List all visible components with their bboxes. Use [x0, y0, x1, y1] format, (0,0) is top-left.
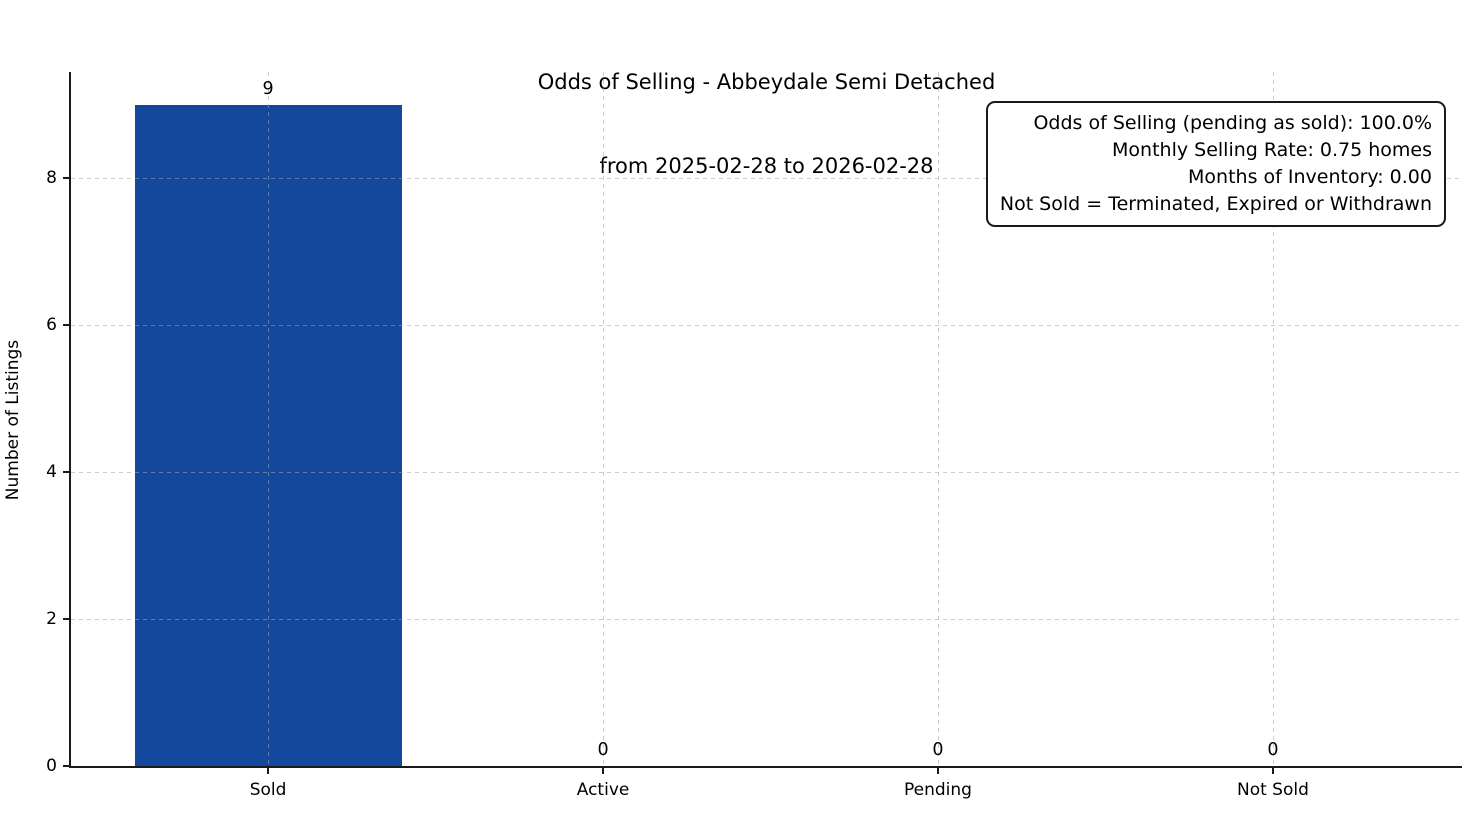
chart-title-line2: from 2025-02-28 to 2026-02-28 — [599, 154, 934, 178]
chart-title-line1: Odds of Selling - Abbeydale Semi Detache… — [537, 70, 996, 94]
gridline-horizontal — [71, 178, 1462, 180]
y-tick-label: 6 — [46, 315, 57, 336]
y-tick-label: 8 — [46, 168, 57, 189]
y-tick-label: 2 — [46, 609, 57, 630]
y-axis-spine — [69, 72, 71, 768]
x-tick-label-pending: Pending — [904, 780, 972, 800]
gridline-horizontal — [71, 325, 1462, 327]
y-tick-mark — [63, 765, 71, 767]
gridline-vertical — [938, 72, 939, 766]
x-tick-mark — [1271, 766, 1274, 774]
bar-value-label: 9 — [262, 79, 274, 100]
annotation-line-monthly-rate: Monthly Selling Rate: 0.75 homes — [1112, 139, 1432, 161]
annotation-line-inventory: Months of Inventory: 0.00 — [1188, 166, 1432, 188]
y-tick-label: 0 — [46, 756, 57, 776]
x-tick-mark — [267, 766, 270, 774]
y-tick-mark — [63, 324, 71, 327]
x-tick-label-sold: Sold — [249, 780, 287, 800]
chart-title: Odds of Selling - Abbeydale Semi Detache… — [71, 12, 1462, 236]
gridline-vertical — [1272, 72, 1274, 766]
gridline-vertical — [603, 72, 605, 766]
y-tick-mark — [63, 471, 71, 474]
stats-annotation-box: Odds of Selling (pending as sold): 100.0… — [985, 101, 1446, 227]
bar-value-label: 0 — [597, 740, 609, 760]
y-tick-mark — [63, 618, 71, 621]
bar-value-label: 0 — [1267, 740, 1279, 760]
bar-value-label: 0 — [932, 740, 944, 760]
annotation-line-not-sold-note: Not Sold = Terminated, Expired or Withdr… — [999, 193, 1432, 215]
y-tick-label: 4 — [46, 462, 57, 483]
gridline-horizontal — [71, 472, 1462, 474]
gridline-horizontal — [71, 619, 1462, 621]
x-tick-mark — [937, 766, 939, 774]
x-tick-label-not-sold: Not Sold — [1237, 780, 1309, 800]
annotation-line-odds: Odds of Selling (pending as sold): 100.0… — [1033, 112, 1432, 134]
x-axis-spine — [69, 766, 1462, 768]
x-tick-mark — [602, 766, 605, 774]
x-tick-label-active: Active — [576, 780, 630, 800]
y-tick-mark — [63, 177, 71, 180]
gridline-vertical — [268, 72, 270, 766]
